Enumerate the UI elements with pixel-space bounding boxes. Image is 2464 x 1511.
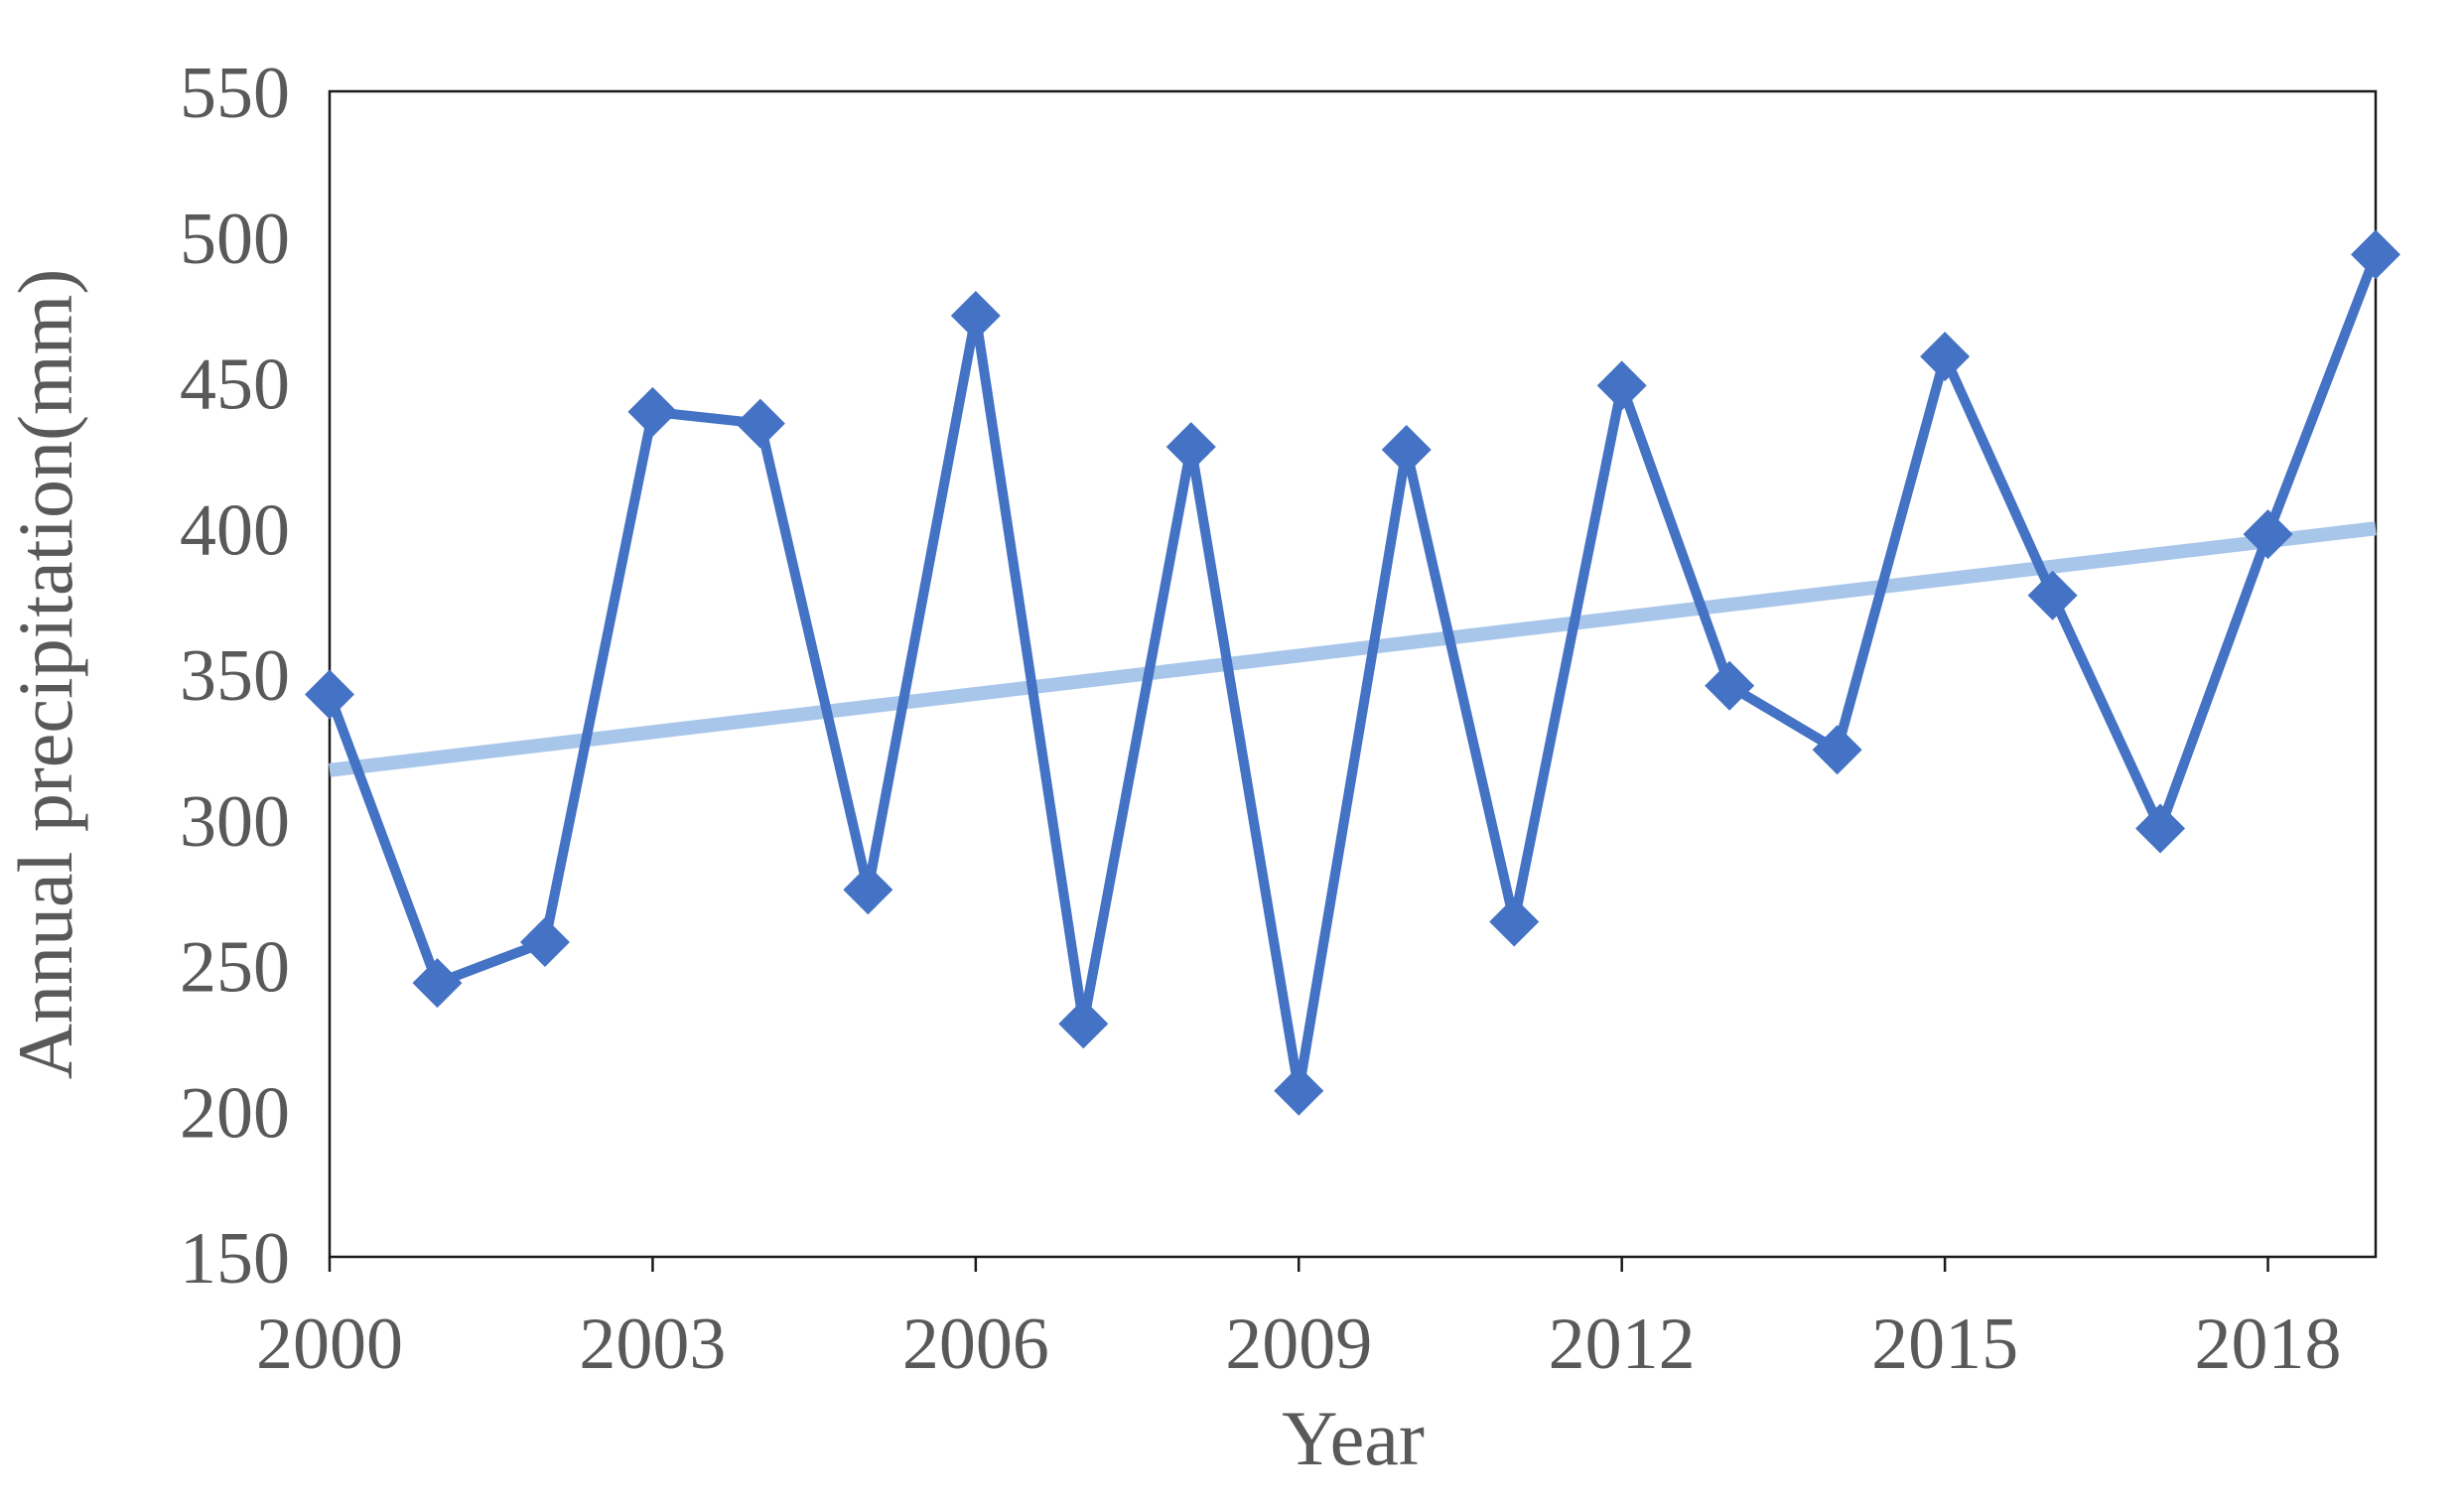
y-axis-tick-label: 200: [180, 1072, 290, 1154]
y-axis-tick-label: 550: [180, 53, 290, 134]
series-line: [325, 252, 2381, 1096]
y-axis-tick-label: 150: [180, 1218, 290, 1300]
x-axis-tick-label: 2009: [1225, 1304, 1372, 1385]
data-point-marker-2001: [412, 958, 463, 1009]
data-point-marker-2003: [627, 386, 678, 437]
data-point-marker-2010: [1381, 425, 1432, 476]
x-axis-tick-label: 2018: [2195, 1304, 2342, 1385]
y-axis-tick-label: 350: [180, 635, 290, 717]
y-axis-tick-label: 500: [180, 199, 290, 280]
data-point-marker-2014: [1812, 725, 1862, 775]
x-axis-tick-label: 2003: [579, 1304, 726, 1385]
trend-line: [329, 521, 2377, 777]
x-axis-tick-label: 2006: [902, 1304, 1049, 1385]
data-point-marker-2019: [2351, 229, 2400, 280]
data-point-marker-2005: [843, 865, 893, 915]
data-point-marker-2002: [519, 917, 570, 968]
data-point-marker-2000: [305, 669, 354, 720]
x-axis-tick-label: 2000: [256, 1304, 403, 1385]
x-axis-tick-label: 2015: [1871, 1304, 2018, 1385]
data-point-marker-2012: [1596, 360, 1647, 411]
y-axis-title: Annual precipitation(mm): [2, 269, 88, 1080]
y-axis-tick-label: 250: [180, 927, 290, 1009]
data-point-marker-2008: [1165, 422, 1216, 473]
y-axis-tick-label: 450: [180, 344, 290, 426]
data-point-marker-2018: [2243, 509, 2293, 560]
x-axis-title: Year: [1282, 1395, 1425, 1481]
data-point-marker-2006: [950, 290, 1001, 341]
data-point-marker-2007: [1058, 999, 1109, 1049]
data-point-marker-2009: [1274, 1065, 1324, 1116]
plot-border: [328, 89, 2378, 1259]
data-point-marker-2011: [1489, 896, 1540, 947]
data-point-marker-2016: [2027, 570, 2078, 620]
y-axis-tick-label: 400: [180, 489, 290, 571]
data-point-marker-2013: [1705, 660, 1755, 711]
x-axis-tick-label: 2012: [1549, 1304, 1696, 1385]
data-point-marker-2017: [2135, 803, 2186, 854]
plot-area: 150 200 250 300 350 400 450 500 550 2000 2003 2006 2…: [180, 53, 2400, 1385]
y-axis-tick-label: 300: [180, 781, 290, 863]
data-point-marker-2004: [735, 398, 785, 449]
data-point-marker-2015: [1920, 332, 1971, 382]
